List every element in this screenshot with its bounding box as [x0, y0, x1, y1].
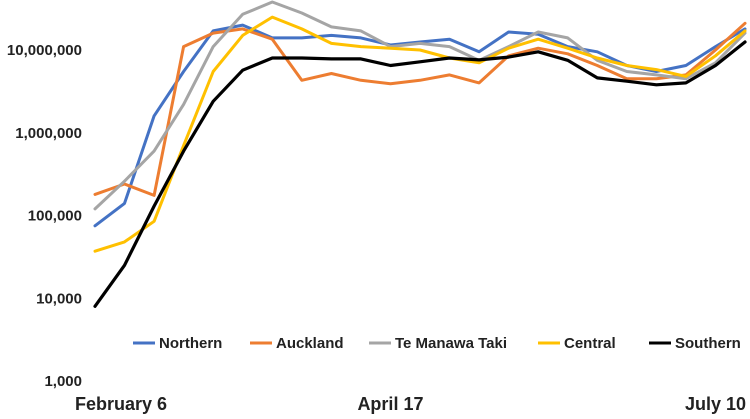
legend-label: Central — [564, 335, 616, 352]
x-tick-label: April 17 — [357, 394, 423, 414]
y-tick-label: 10,000,000 — [7, 42, 82, 59]
legend-label: Southern — [675, 335, 741, 352]
y-tick-label: 1,000 — [44, 373, 82, 390]
legend-label: Auckland — [276, 335, 344, 352]
y-tick-label: 10,000 — [36, 290, 82, 307]
legend-label: Te Manawa Taki — [395, 335, 507, 352]
y-tick-label: 1,000,000 — [15, 125, 82, 142]
x-axis-tick-labels: February 6 April 17 July 10 — [75, 394, 746, 414]
series-line-central — [93, 15, 747, 253]
legend-label: Northern — [159, 335, 222, 352]
legend: Northern Auckland Te Manawa Taki Central Sou… — [133, 335, 741, 352]
y-axis-tick-labels: 1,000 10,000 100,000 1,000,000 10,000,000 — [7, 42, 82, 390]
x-tick-label: July 10 — [685, 394, 746, 414]
y-tick-label: 100,000 — [28, 208, 82, 225]
x-tick-label: February 6 — [75, 394, 167, 414]
series-lines — [93, 0, 747, 308]
series-line-te-manawa-taki — [93, 0, 747, 211]
series-line-southern — [93, 40, 747, 308]
series-line-auckland — [93, 21, 747, 197]
